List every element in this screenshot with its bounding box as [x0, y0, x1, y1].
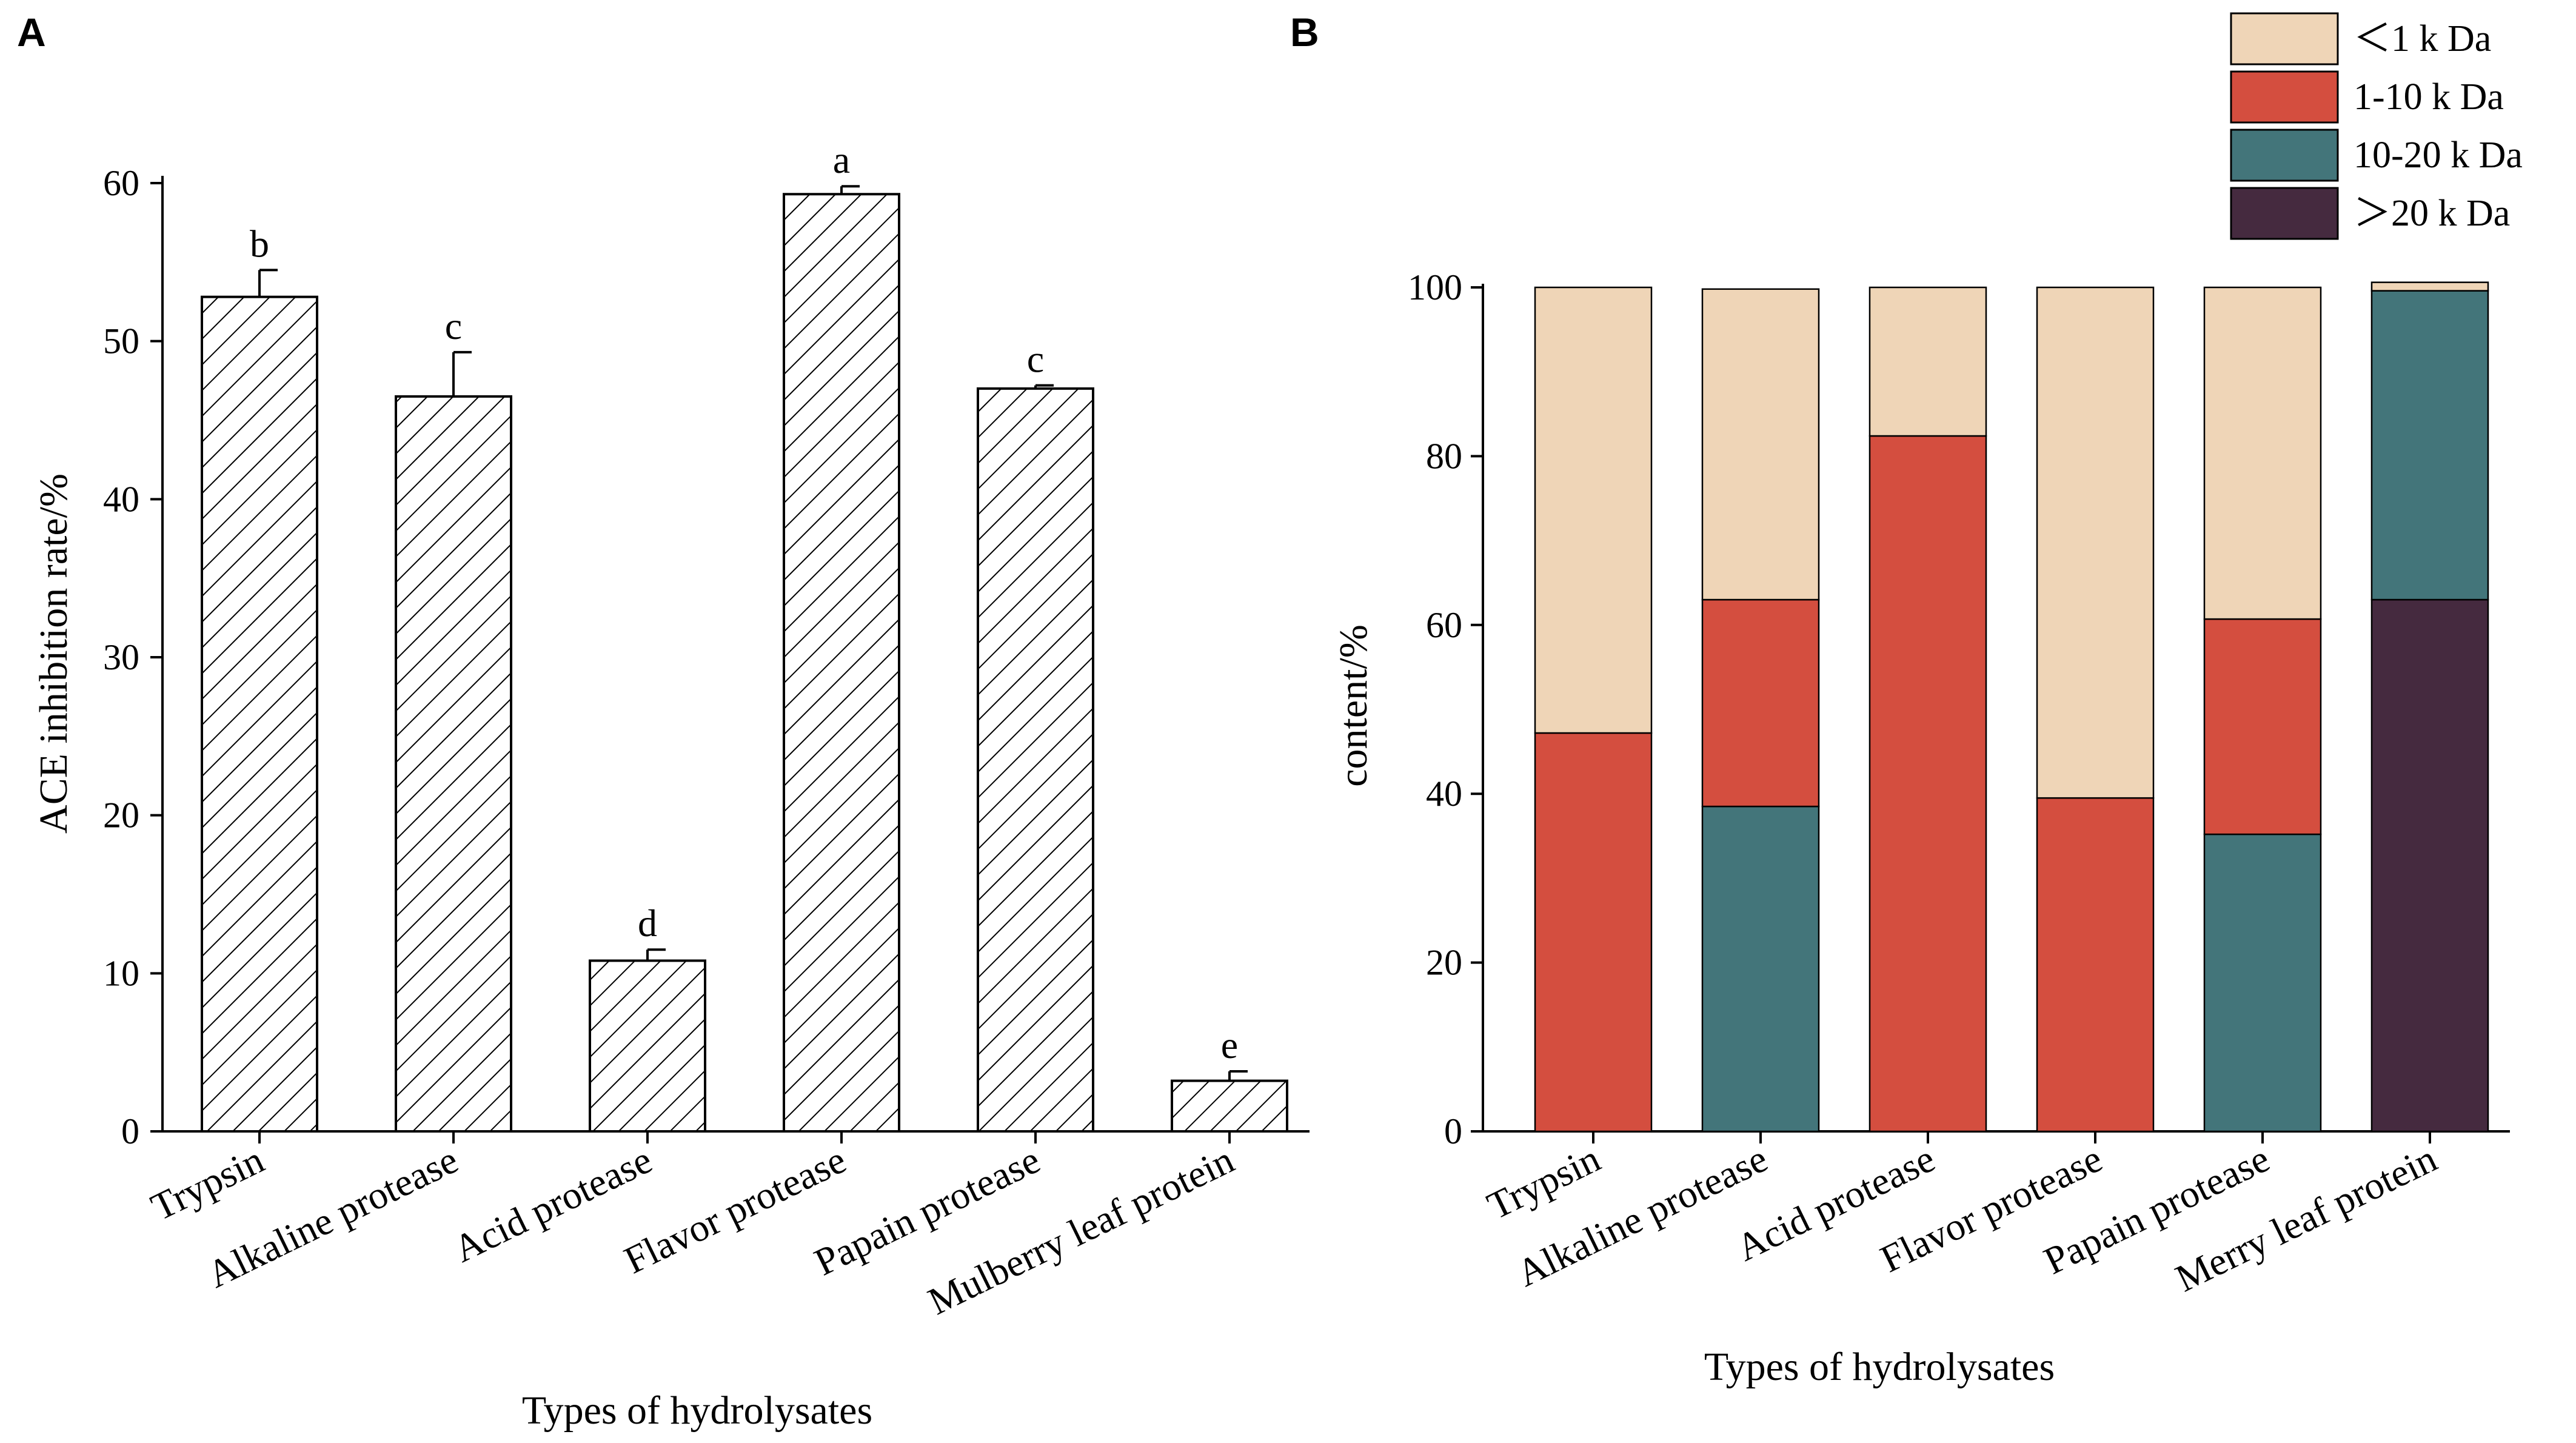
significance-letter-acid-protease: d	[638, 902, 657, 945]
panel-b-y-ticks: 0 20 40 60 80 100	[1408, 267, 1483, 1151]
significance-letter-papain-protease: c	[1027, 338, 1044, 381]
panel-a-y-ticks: 0 10 20 30 40 50 60	[103, 163, 162, 1151]
legend-label-10-20-k-da: 10-20 k Da	[2354, 135, 2523, 176]
panel-a-y-axis-title: ACE inhibition rate/%	[32, 474, 76, 834]
legend-swatch-10-20-k-da	[2230, 129, 2339, 182]
panel-a-y-tick-label: 30	[103, 637, 139, 677]
segment-20-k-da-merry-leaf-protein	[2370, 598, 2489, 1133]
segment-1-10-k-da-papain-protease	[2203, 618, 2322, 835]
panel-a-y-tick-label: 20	[103, 795, 139, 835]
bar-mulberry-leaf-protein	[1171, 1079, 1288, 1133]
bar-flavor-protease	[783, 193, 900, 1133]
panel-a-x-axis-title: Types of hydrolysates	[522, 1388, 872, 1433]
segment-1-k-da-trypsin	[1534, 286, 1653, 734]
legend-swatch-1-10-k-da	[2230, 70, 2339, 124]
significance-letter-flavor-protease: a	[833, 138, 850, 181]
bar-alkaline-protease	[395, 395, 512, 1133]
bar-papain-protease	[977, 387, 1094, 1133]
category-label-mulberry-leaf-protein: Mulberry leaf protein	[922, 1138, 1240, 1323]
legend-swatch-20-k-da	[2230, 187, 2339, 240]
panel-a-bars: b c d a c e	[201, 138, 1288, 1133]
panel-b-x-axis-title: Types of hydrolysates	[1704, 1345, 2055, 1389]
panel-b-y-tick-label: 0	[1444, 1111, 1462, 1151]
significance-letter-trypsin: b	[250, 222, 269, 265]
panel-b-y-tick-label: 40	[1426, 774, 1462, 814]
legend-swatch-1-k-da	[2230, 12, 2339, 65]
segment-1-k-da-alkaline-protease	[1701, 288, 1820, 601]
segment-1-k-da-merry-leaf-protein	[2370, 281, 2489, 292]
significance-letter-alkaline-protease: c	[445, 304, 462, 347]
panel-a-y-tick-label: 0	[121, 1111, 139, 1151]
panel-b-y-tick-label: 100	[1408, 267, 1462, 307]
segment-1-10-k-da-flavor-protease	[2036, 797, 2155, 1133]
panel-a-y-tick-label: 50	[103, 321, 139, 361]
segment-1-k-da-acid-protease	[1868, 286, 1987, 437]
segment-1-10-k-da-acid-protease	[1868, 435, 1987, 1133]
bar-trypsin	[201, 295, 318, 1133]
bar-acid-protease	[589, 959, 706, 1133]
legend-label-20-k-da: ＞20 k Da	[2354, 193, 2510, 234]
segment-10-20-k-da-merry-leaf-protein	[2370, 290, 2489, 601]
segment-10-20-k-da-papain-protease	[2203, 833, 2322, 1133]
panel-b-y-tick-label: 80	[1426, 436, 1462, 476]
segment-1-10-k-da-alkaline-protease	[1701, 598, 1820, 808]
panel-b-stacked-bars	[1534, 281, 2489, 1133]
panel-a-y-tick-label: 60	[103, 163, 139, 203]
category-label-trypsin: Trypsin	[1480, 1137, 1607, 1228]
segment-1-k-da-papain-protease	[2203, 286, 2322, 620]
segment-10-20-k-da-alkaline-protease	[1701, 805, 1820, 1133]
legend-label-1-10-k-da: 1-10 k Da	[2354, 76, 2504, 118]
panel-a-y-tick-label: 40	[103, 479, 139, 519]
panel-b-y-tick-label: 20	[1426, 943, 1462, 983]
panel-a-label: A	[17, 10, 46, 55]
segment-1-10-k-da-trypsin	[1534, 732, 1653, 1133]
category-label-trypsin: Trypsin	[144, 1138, 270, 1229]
panel-a-y-tick-label: 10	[103, 953, 139, 993]
significance-letter-mulberry-leaf-protein: e	[1221, 1023, 1238, 1066]
panel-b-legend: ＜1 k Da 1-10 k Da 10-20 k Da ＞20 k Da	[2230, 12, 2523, 240]
panel-b-y-axis-title: content/%	[1331, 624, 1376, 787]
panel-b-y-tick-label: 60	[1426, 605, 1462, 645]
panel-b-label: B	[1290, 10, 1319, 55]
legend-label-1-k-da: ＜1 k Da	[2354, 18, 2491, 59]
segment-1-k-da-flavor-protease	[2036, 286, 2155, 799]
